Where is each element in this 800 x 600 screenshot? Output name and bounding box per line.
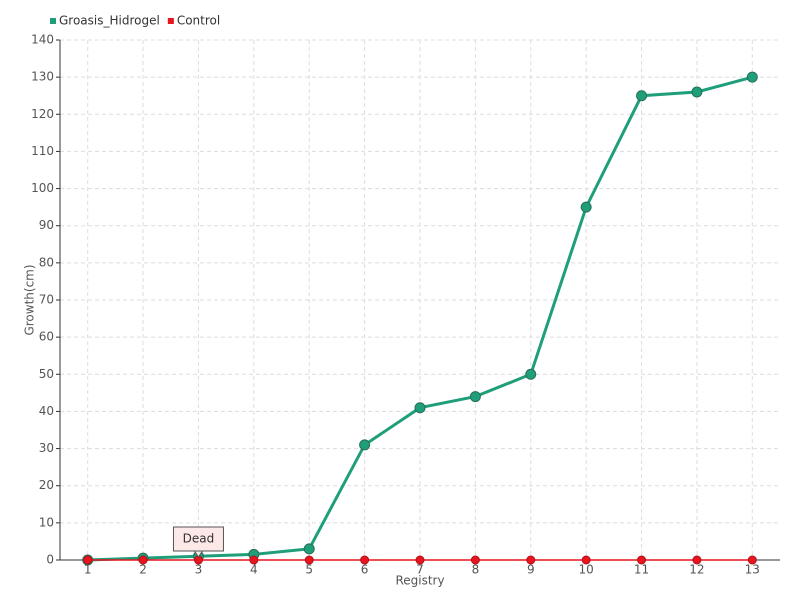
data-point bbox=[359, 439, 371, 451]
y-tick-label: 100 bbox=[31, 181, 54, 195]
y-tick-label: 40 bbox=[39, 404, 54, 418]
data-point bbox=[636, 90, 648, 102]
x-tick-label: 8 bbox=[472, 563, 480, 577]
y-tick-label: 20 bbox=[39, 478, 54, 492]
legend-label: Groasis_Hidrogel bbox=[59, 14, 160, 28]
y-tick-label: 60 bbox=[39, 330, 54, 344]
legend-swatch bbox=[167, 18, 174, 24]
x-tick-label: 11 bbox=[634, 563, 649, 577]
data-point bbox=[470, 555, 480, 565]
data-point bbox=[637, 555, 647, 565]
data-point bbox=[469, 391, 481, 403]
series-line bbox=[87, 75, 753, 562]
x-axis-label: Registry bbox=[395, 574, 444, 588]
x-tick-label: 2 bbox=[139, 563, 147, 577]
y-tick-label: 140 bbox=[31, 33, 54, 47]
data-point bbox=[304, 555, 314, 565]
data-point bbox=[691, 86, 703, 98]
x-tick-label: 1 bbox=[84, 563, 92, 577]
x-tick-label: 13 bbox=[745, 563, 760, 577]
data-point bbox=[415, 555, 425, 565]
x-tick-label: 5 bbox=[305, 563, 313, 577]
x-tick-label: 7 bbox=[416, 563, 424, 577]
annotation-text: Dead bbox=[183, 532, 215, 546]
x-tick-label: 12 bbox=[689, 563, 704, 577]
y-tick-label: 0 bbox=[46, 553, 54, 567]
data-point bbox=[747, 555, 757, 565]
y-tick-label: 130 bbox=[31, 70, 54, 84]
y-tick-label: 30 bbox=[39, 441, 54, 455]
data-point bbox=[249, 555, 259, 565]
data-point bbox=[83, 555, 93, 565]
annotation-pointer bbox=[194, 550, 203, 558]
y-axis-label: Growth(cm) bbox=[23, 264, 37, 335]
y-tick-label: 70 bbox=[39, 293, 54, 307]
data-point bbox=[414, 402, 426, 414]
x-tick-label: 3 bbox=[195, 563, 203, 577]
data-point bbox=[526, 555, 536, 565]
data-point bbox=[525, 368, 537, 380]
x-tick-label: 9 bbox=[527, 563, 535, 577]
y-tick-label: 110 bbox=[31, 144, 54, 158]
data-point bbox=[138, 555, 148, 565]
y-tick-label: 10 bbox=[39, 515, 54, 529]
annotation-box bbox=[172, 526, 224, 552]
y-tick-label: 120 bbox=[31, 107, 54, 121]
data-point bbox=[746, 71, 758, 83]
y-tick-label: 90 bbox=[39, 218, 54, 232]
data-point bbox=[303, 543, 315, 555]
data-point bbox=[581, 555, 591, 565]
legend-swatch bbox=[50, 18, 56, 24]
legend-label: Control bbox=[177, 14, 220, 28]
data-point bbox=[360, 555, 370, 565]
x-tick-label: 6 bbox=[361, 563, 369, 577]
y-tick-label: 80 bbox=[39, 255, 54, 269]
x-tick-label: 4 bbox=[250, 563, 258, 577]
data-point bbox=[692, 555, 702, 565]
y-tick-label: 50 bbox=[39, 367, 54, 381]
x-tick-label: 10 bbox=[579, 563, 594, 577]
data-point bbox=[580, 201, 592, 213]
